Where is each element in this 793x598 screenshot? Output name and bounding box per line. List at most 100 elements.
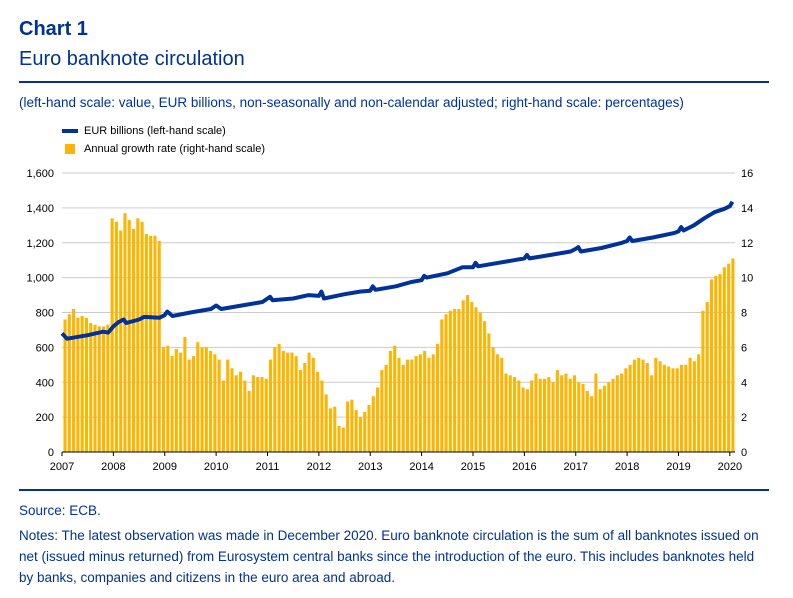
growth-bar bbox=[431, 354, 435, 452]
growth-bar bbox=[590, 396, 594, 452]
growth-bar bbox=[504, 373, 508, 452]
growth-bar bbox=[517, 380, 521, 452]
growth-bar bbox=[483, 321, 487, 452]
y-right-tick-label: 14 bbox=[741, 203, 753, 215]
growth-bar bbox=[226, 359, 230, 452]
growth-bar bbox=[72, 309, 76, 452]
growth-bar bbox=[328, 408, 333, 452]
growth-bar bbox=[127, 220, 131, 452]
legend-bar-swatch bbox=[65, 144, 75, 154]
growth-bar bbox=[607, 382, 611, 452]
growth-bar bbox=[495, 354, 499, 452]
growth-bar bbox=[157, 241, 161, 452]
growth-bar bbox=[611, 378, 615, 452]
growth-bar bbox=[542, 378, 547, 452]
growth-bar bbox=[555, 370, 559, 452]
growth-bar bbox=[684, 364, 688, 452]
gridlines bbox=[62, 172, 735, 453]
growth-bar bbox=[602, 385, 607, 452]
y-right-tick-label: 0 bbox=[741, 447, 747, 459]
growth-bar bbox=[722, 267, 726, 452]
growth-bar bbox=[371, 396, 375, 452]
growth-bar bbox=[350, 399, 354, 452]
growth-bar bbox=[491, 347, 495, 452]
growth-bar bbox=[110, 218, 114, 452]
x-tick-label: 2020 bbox=[718, 461, 742, 473]
growth-bar bbox=[572, 375, 577, 452]
x-tick-label: 2014 bbox=[409, 461, 433, 473]
circulation-line bbox=[60, 200, 735, 341]
growth-bar bbox=[204, 347, 208, 452]
growth-bar bbox=[701, 310, 705, 452]
growth-bar bbox=[341, 427, 345, 452]
x-tick-label: 2008 bbox=[101, 461, 125, 473]
growth-bar bbox=[709, 279, 714, 452]
growth-bar bbox=[251, 375, 255, 452]
growth-bar bbox=[568, 378, 572, 452]
growth-bar bbox=[136, 218, 140, 452]
growth-bar bbox=[363, 411, 367, 452]
y-left-tick-label: 800 bbox=[36, 308, 54, 320]
growth-bars bbox=[63, 213, 735, 452]
growth-bar bbox=[692, 361, 696, 452]
growth-bar bbox=[393, 345, 397, 452]
y-right-tick-label: 12 bbox=[741, 238, 753, 250]
growth-bar bbox=[316, 371, 320, 452]
growth-bar bbox=[654, 357, 658, 452]
growth-bar bbox=[166, 345, 170, 452]
x-tick-label: 2016 bbox=[512, 461, 536, 473]
growth-bar bbox=[594, 373, 598, 452]
growth-bar bbox=[448, 310, 452, 452]
growth-bar bbox=[427, 357, 431, 452]
growth-bar bbox=[209, 350, 213, 452]
growth-bar bbox=[534, 373, 538, 452]
top-rule bbox=[19, 81, 769, 83]
growth-bar bbox=[585, 390, 589, 452]
growth-bar bbox=[487, 333, 491, 452]
growth-bar bbox=[93, 324, 97, 452]
growth-bar bbox=[307, 352, 311, 452]
growth-bar bbox=[114, 221, 118, 452]
growth-bar bbox=[551, 382, 555, 452]
growth-bar bbox=[641, 359, 645, 452]
growth-bar bbox=[388, 350, 392, 452]
x-tick-label: 2015 bbox=[461, 461, 485, 473]
growth-bar bbox=[196, 342, 200, 452]
x-tick-label: 2007 bbox=[50, 461, 74, 473]
growth-bar bbox=[410, 359, 414, 452]
growth-bar bbox=[620, 373, 624, 452]
growth-bar bbox=[324, 394, 328, 452]
growth-bar bbox=[234, 375, 238, 452]
growth-bar bbox=[311, 357, 315, 452]
growth-bar bbox=[645, 363, 649, 452]
growth-bar bbox=[123, 213, 127, 452]
growth-bar bbox=[221, 380, 225, 452]
growth-bar bbox=[500, 357, 504, 452]
x-tick-label: 2011 bbox=[256, 461, 280, 473]
growth-bar bbox=[89, 322, 93, 452]
growth-bar bbox=[290, 352, 294, 452]
growth-bar bbox=[191, 356, 196, 452]
growth-bar bbox=[650, 375, 654, 452]
growth-bar bbox=[397, 357, 401, 452]
growth-bar bbox=[346, 401, 350, 452]
growth-bar bbox=[131, 228, 136, 452]
growth-bar bbox=[478, 312, 482, 452]
growth-bar bbox=[525, 389, 529, 452]
growth-bar bbox=[405, 359, 410, 452]
growth-bar bbox=[102, 326, 106, 452]
growth-bar bbox=[465, 295, 470, 452]
growth-bar bbox=[243, 380, 247, 452]
y-left-tick-label: 600 bbox=[36, 342, 54, 354]
legend: EUR billions (left-hand scale) Annual gr… bbox=[62, 122, 265, 158]
growth-bar bbox=[264, 378, 268, 452]
y-right-tick-label: 4 bbox=[741, 377, 747, 389]
x-tick-label: 2012 bbox=[307, 461, 331, 473]
growth-bar bbox=[84, 317, 88, 452]
legend-item-bar: Annual growth rate (right-hand scale) bbox=[62, 140, 265, 158]
growth-bar bbox=[461, 300, 465, 452]
y-right-tick-label: 6 bbox=[741, 342, 747, 354]
growth-bar bbox=[153, 235, 157, 452]
growth-bar bbox=[679, 364, 684, 452]
y-left-tick-label: 1,400 bbox=[26, 203, 54, 215]
